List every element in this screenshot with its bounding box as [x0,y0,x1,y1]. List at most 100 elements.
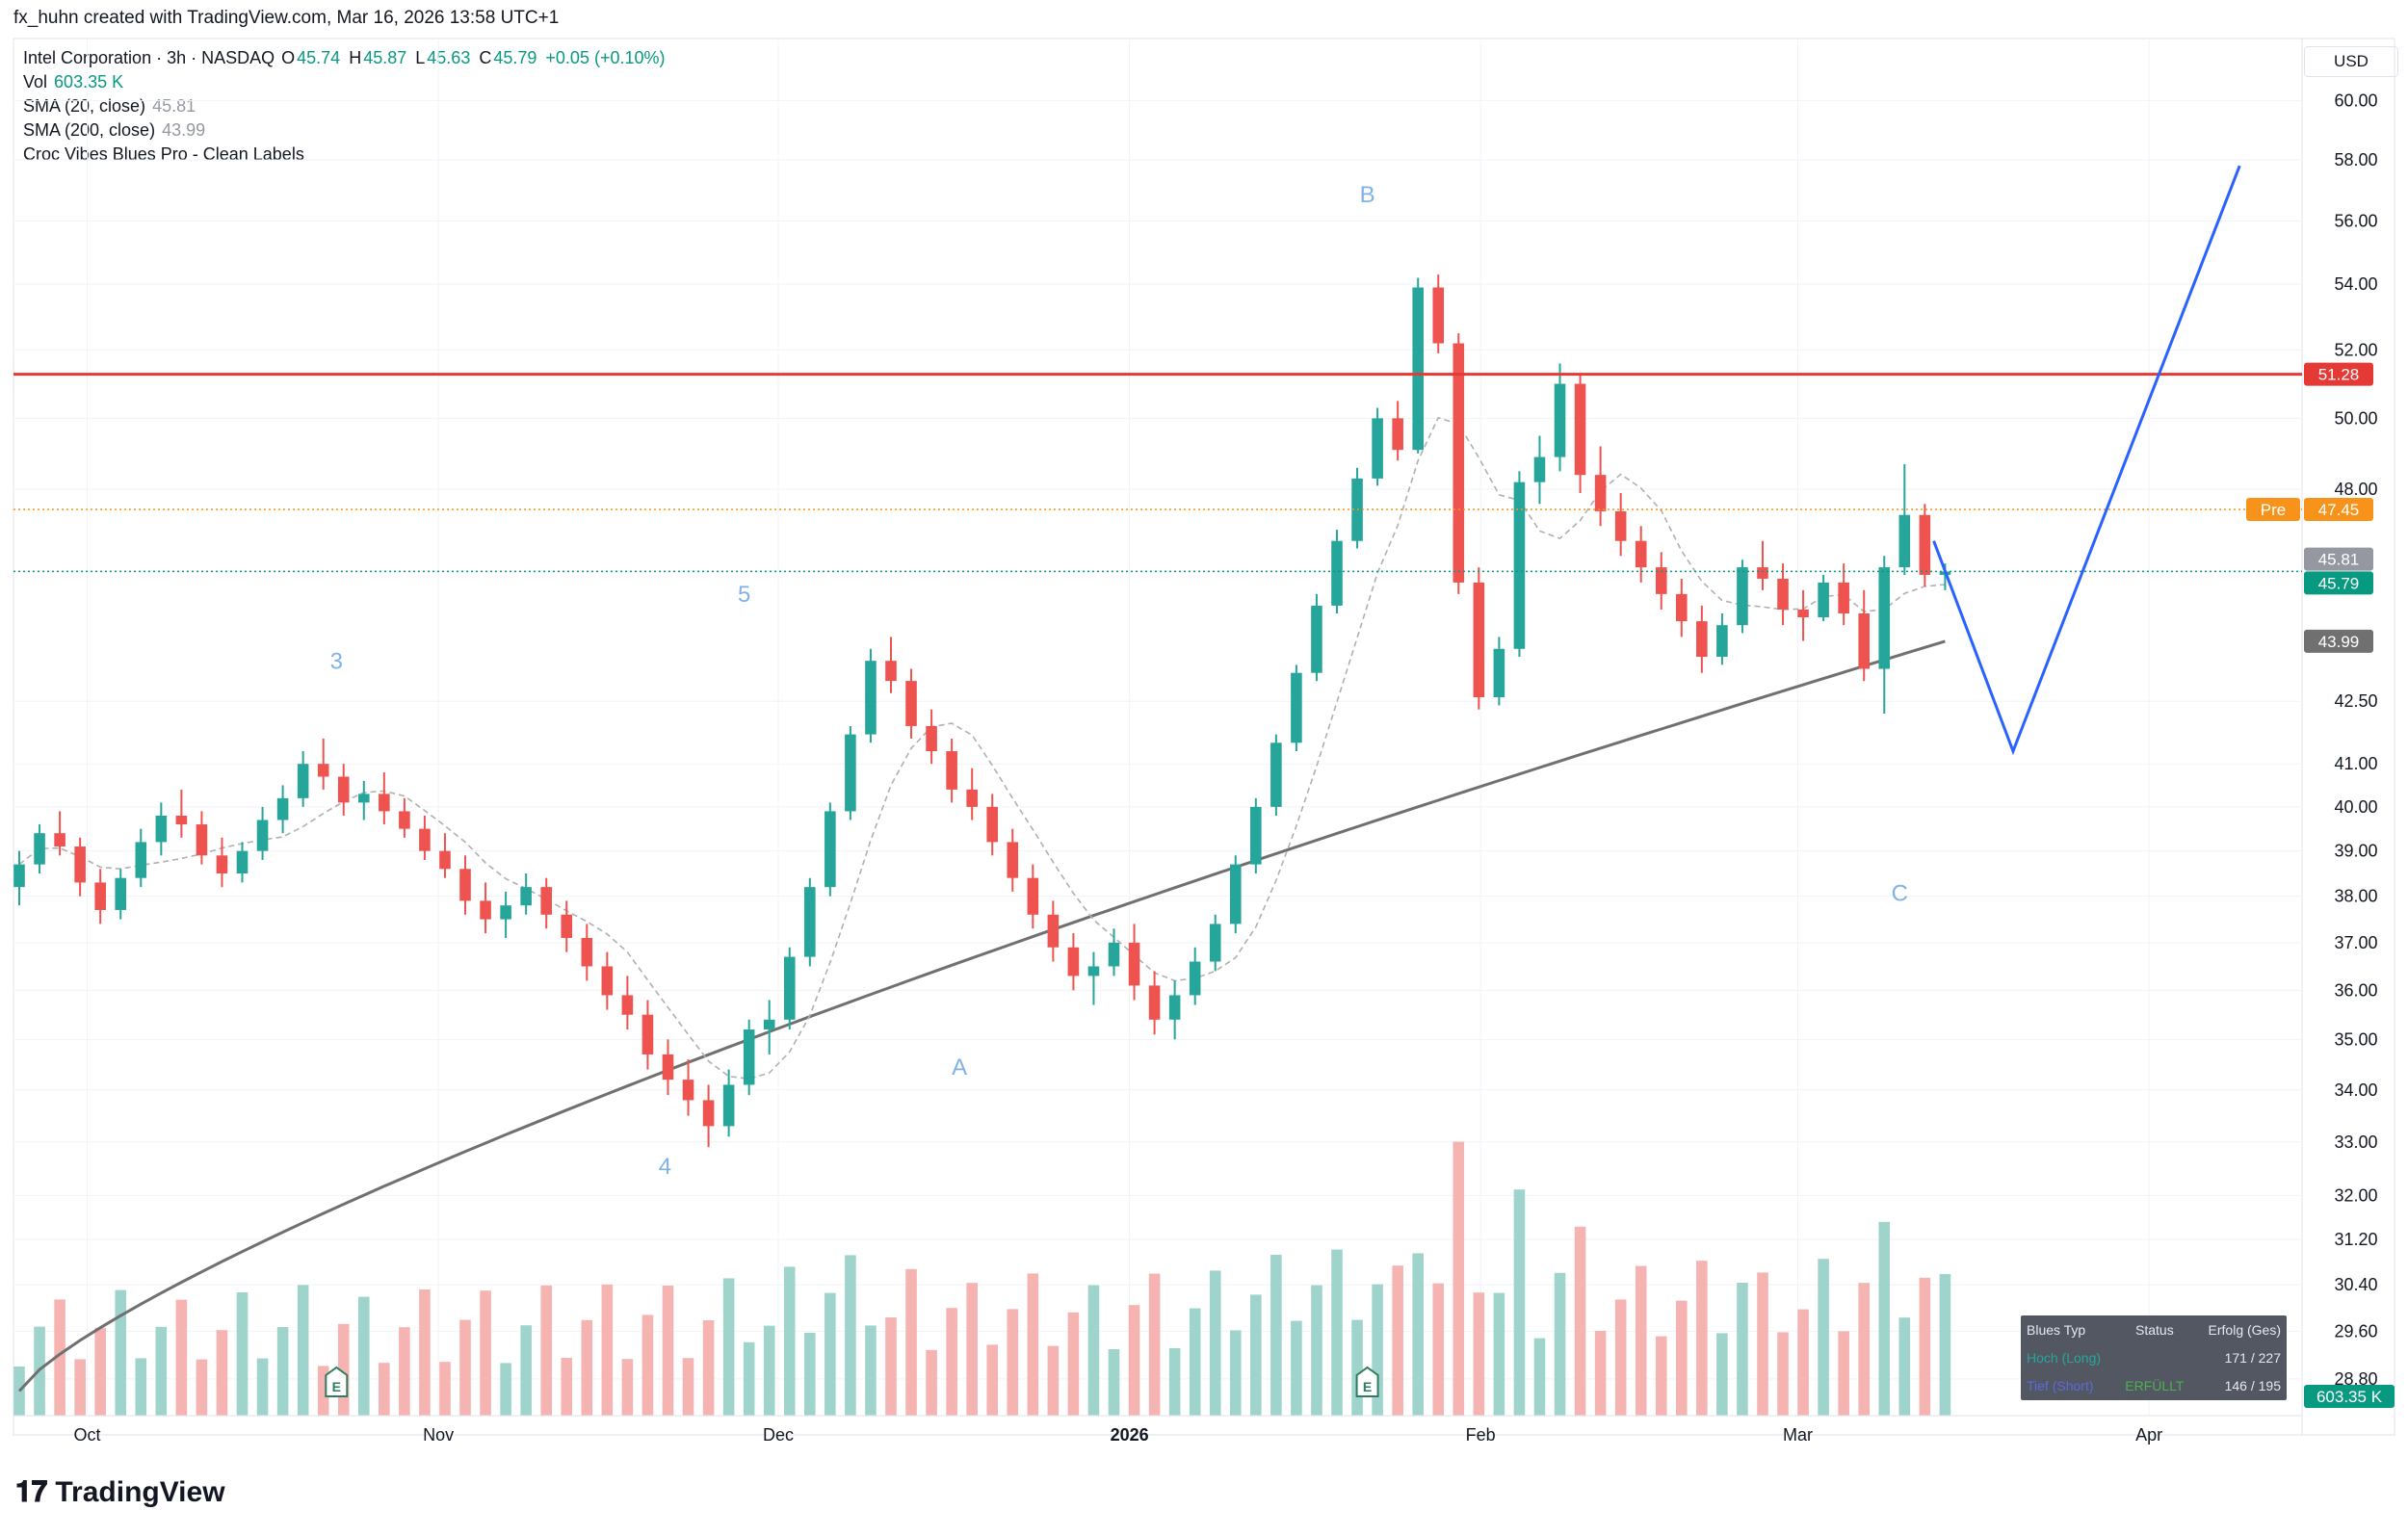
volume-bar [1108,1349,1120,1416]
tradingview-logo[interactable]: 𝟏𝟕 TradingView [15,1476,225,1509]
volume-bar [256,1358,269,1416]
candle-body [1250,806,1262,865]
wave-label: 5 [738,582,750,608]
price-tick-label: 31.20 [2334,1230,2377,1249]
volume-bar [540,1285,552,1416]
candle-body [1270,742,1282,807]
price-tick-label: 33.00 [2334,1132,2377,1152]
candle-body [641,1014,654,1054]
candle-body [1797,609,1809,618]
candle-body [419,828,431,851]
volume-bar [520,1325,532,1416]
ohlc-high: H 45.87 [349,48,407,67]
candle-body [1898,514,1911,568]
wave-label: 3 [330,649,343,675]
price-tag-value: 45.81 [2318,551,2360,569]
stats-header-status: Status [2135,1321,2174,1338]
volume-bar [1209,1270,1221,1416]
volume-bar [419,1289,431,1416]
volume-bar [1574,1226,1586,1416]
sma20-path [18,416,1946,1080]
stats-header-erfolg: Erfolg (Ges) [2208,1321,2281,1338]
candle-body [1676,593,1688,622]
wave-labels: 3 4 5 A B C [330,182,1908,1180]
ohlc-close: C 45.79 [479,48,537,67]
candle-body [1574,383,1586,476]
candle-body [743,1029,755,1085]
candle-body [1229,864,1242,924]
candle-body [1007,842,1019,878]
volume-bar [480,1290,491,1416]
volume-bar [399,1327,410,1416]
candle-body [500,905,511,920]
candle-body [1513,482,1526,649]
volume-bar [1148,1273,1161,1416]
horizontal-levels [13,373,2302,573]
grid-lines [13,38,2395,1436]
wave-label: C [1892,880,1908,906]
candle-body [337,776,350,803]
earnings-icon [325,1366,349,1397]
price-tag-box [2304,547,2373,571]
volume-bar [1797,1309,1809,1416]
volume-bar [1533,1338,1546,1416]
candle-body [682,1080,694,1101]
volume-bar [986,1344,999,1416]
projection-line [1932,165,2241,756]
price-axis: 60.00 58.00 56.00 54.00 52.00 50.00 48.00 42.50… [2246,91,2395,1408]
volume-bar [1898,1317,1911,1416]
candle-body [13,864,25,888]
sma20-line [18,416,1946,1080]
indicator-row[interactable]: Croc Vibes Blues Pro - Clean Labels [23,144,304,164]
volume-bar [1939,1274,1951,1416]
volume-bar [1392,1265,1403,1416]
time-tick-label: Feb [1466,1425,1496,1445]
volume-bar [601,1284,614,1416]
candle-body [804,887,816,957]
volume-bar [722,1278,735,1416]
candle-body [885,661,897,682]
volume-bar [824,1292,836,1416]
tradingview-logo-icon: 𝟏𝟕 [15,1476,48,1508]
candle-body [196,824,208,856]
candle-body [175,815,188,825]
price-tick-label: 54.00 [2334,274,2377,294]
price-tag-value: 43.99 [2318,633,2360,651]
price-tag-value: 45.79 [2318,574,2360,592]
projection-path [1932,165,2241,756]
volume-bar [379,1363,390,1416]
volume-bar [926,1349,937,1416]
volume-bar [885,1317,897,1416]
earnings-icon [1355,1366,1379,1397]
wave-label: A [952,1054,967,1080]
volume-row[interactable]: Vol 603.35 K [23,72,124,91]
candle-body [1716,625,1728,658]
candle-body [1554,383,1566,457]
candle-body [216,855,228,873]
volume-bar [115,1289,127,1416]
volume-bar [1655,1336,1667,1416]
candle-body [1473,582,1485,697]
price-tick-label: 29.60 [2334,1321,2377,1341]
price-tag-box [2304,571,2373,595]
volume-bar [1473,1292,1485,1416]
candle-body [94,882,106,910]
volume-bar [1128,1305,1140,1416]
volume-bar [1878,1221,1891,1416]
volume-bar [1838,1331,1849,1416]
candle-body [74,846,86,883]
price-tick-label: 30.40 [2334,1275,2377,1294]
candle-body [1168,995,1181,1020]
candle-body [702,1100,715,1127]
currency-selector[interactable]: USD [2304,46,2398,77]
volume-bar [783,1266,796,1416]
price-tick-label: 48.00 [2334,480,2377,499]
sma200-row[interactable]: SMA (200, close) 43.99 [23,120,206,140]
candle-body [297,764,309,798]
price-tick-label: 60.00 [2334,91,2377,111]
price-tick-label: 35.00 [2334,1029,2377,1049]
time-tick-label: Apr [2135,1425,2162,1445]
volume-bar [94,1327,106,1416]
